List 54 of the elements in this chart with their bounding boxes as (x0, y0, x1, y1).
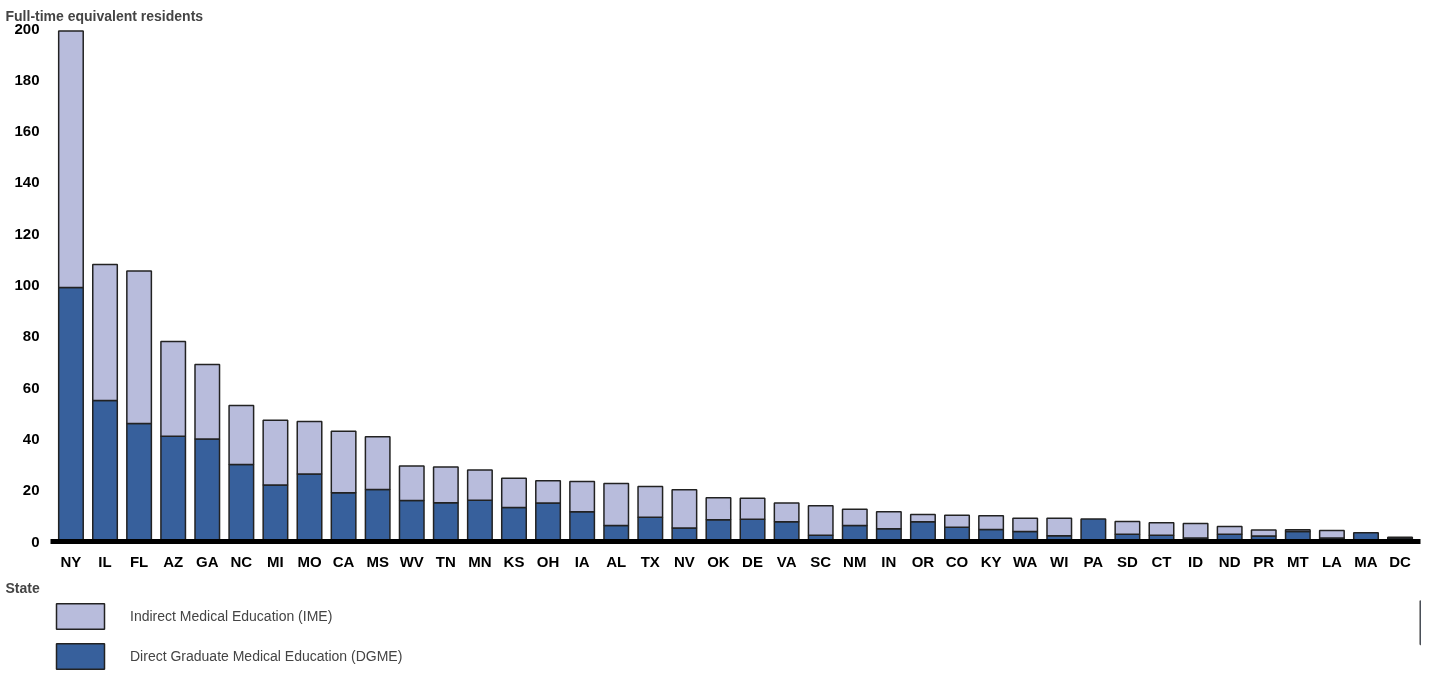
x-tick-label: NM (843, 552, 867, 570)
x-axis-title: State (5, 579, 40, 596)
x-tick-label: GA (196, 552, 219, 570)
x-tick-label: OH (536, 552, 560, 570)
x-tick-label: DE (742, 552, 763, 570)
x-tick-label: CO (945, 552, 969, 570)
x-tick-label: IA (574, 552, 590, 570)
y-tick-label: 20 (22, 481, 40, 499)
x-tick-label: IL (98, 552, 112, 570)
x-tick-label: KS (503, 552, 525, 570)
y-tick-label: 180 (14, 70, 40, 88)
legend-label: Direct Graduate Medical Education (DGME) (130, 648, 403, 664)
x-tick-label: TN (435, 552, 456, 570)
x-tick-label: SD (1117, 552, 1138, 570)
x-tick-label: OK (707, 552, 730, 570)
x-tick-label: PR (1253, 552, 1275, 570)
x-tick-label: ID (1188, 552, 1204, 570)
x-tick-label: FL (129, 552, 149, 570)
x-tick-label: DC (1389, 552, 1412, 570)
x-tick-label: ND (1218, 552, 1241, 570)
x-tick-label: MO (297, 552, 322, 570)
y-tick-label: 120 (14, 224, 40, 242)
y-tick-label: 140 (14, 173, 40, 191)
legend-label: Indirect Medical Education (IME) (130, 608, 333, 624)
x-tick-label: NV (673, 552, 695, 570)
y-tick-label: 0 (31, 532, 40, 550)
y-tick-label: 80 (22, 327, 40, 345)
x-tick-label: WV (399, 552, 424, 570)
x-tick-label: CA (332, 552, 355, 570)
y-tick-label: 60 (22, 378, 40, 396)
x-tick-label: PA (1083, 552, 1104, 570)
x-tick-label: NC (230, 552, 253, 570)
x-tick-label: LA (1321, 552, 1343, 570)
x-tick-label: OR (911, 552, 935, 570)
x-tick-label: SC (810, 552, 832, 570)
x-tick-label: TX (640, 552, 660, 570)
x-tick-label: VA (776, 552, 797, 570)
x-tick-label: KY (980, 552, 1002, 570)
x-tick-label: MS (366, 552, 389, 570)
x-tick-label: CT (1151, 552, 1172, 570)
x-tick-label: WA (1013, 552, 1038, 570)
x-tick-label: WI (1050, 552, 1069, 570)
x-tick-label: AZ (163, 552, 184, 570)
y-tick-label: 100 (14, 276, 40, 293)
x-tick-label: MT (1286, 552, 1309, 570)
y-axis-title: Full-time equivalent residents (5, 7, 204, 24)
x-tick-label: IN (881, 552, 897, 570)
x-tick-label: MN (468, 552, 492, 570)
y-tick-label: 160 (14, 122, 40, 140)
y-tick-label: 40 (22, 429, 40, 447)
x-tick-label: MA (1354, 552, 1378, 570)
x-tick-label: AL (606, 552, 627, 570)
x-tick-label: MI (267, 552, 284, 570)
x-tick-label: NY (60, 552, 82, 570)
